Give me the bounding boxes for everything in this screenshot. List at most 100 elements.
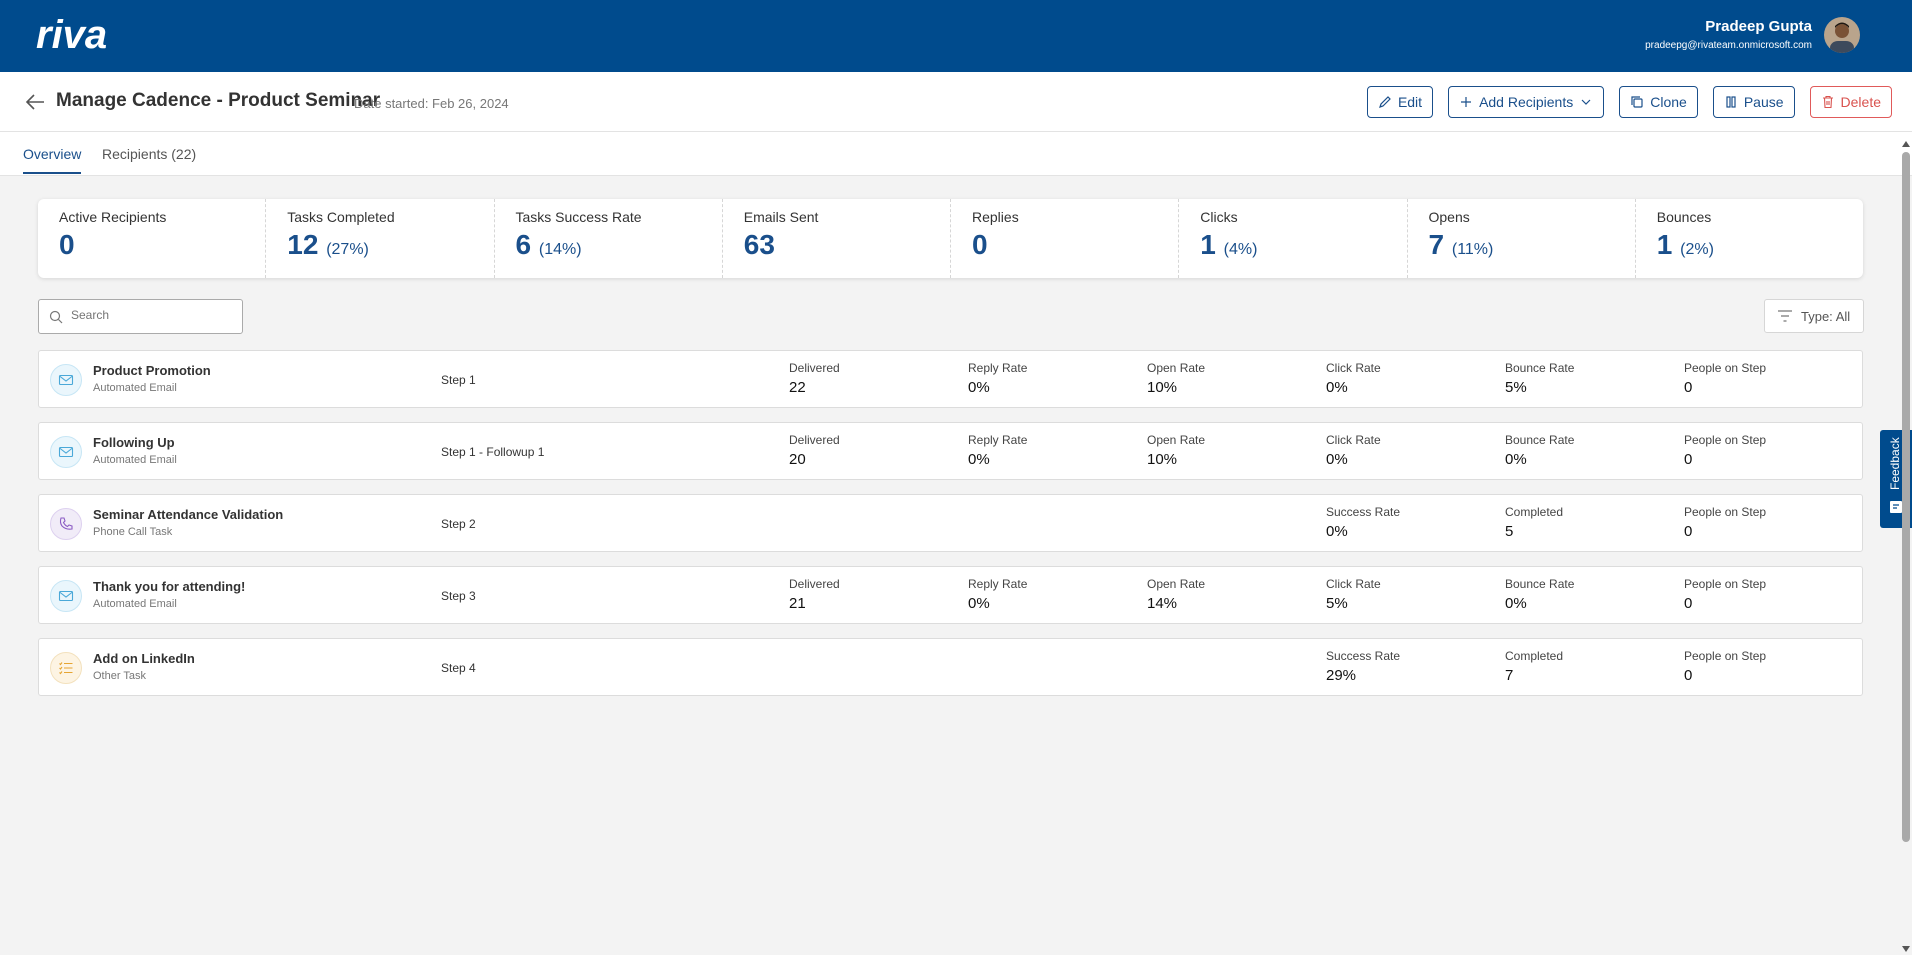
stat-value: 0 bbox=[59, 229, 75, 260]
step-row[interactable]: Seminar Attendance Validation Phone Call… bbox=[38, 494, 1863, 552]
stat-value: 0 bbox=[972, 229, 988, 260]
search-icon bbox=[49, 310, 63, 324]
page-title: Manage Cadence - Product Seminar bbox=[56, 90, 381, 111]
stat-bounces: Bounces 1 (2%) bbox=[1636, 199, 1863, 278]
copy-icon bbox=[1631, 96, 1643, 108]
stat-replies: Replies 0 bbox=[951, 199, 1180, 278]
step-type: Automated Email bbox=[93, 382, 177, 394]
metric-delivered: Delivered 21 bbox=[789, 577, 840, 612]
metric-bounce-rate: Bounce Rate 0% bbox=[1505, 433, 1575, 468]
metric-bounce-rate: Bounce Rate 5% bbox=[1505, 361, 1575, 396]
metric-people-on-step: People on Step 0 bbox=[1684, 361, 1767, 396]
metric-completed: Completed 5 bbox=[1505, 505, 1564, 540]
metric-people-on-step: People on Step 0 bbox=[1684, 505, 1767, 540]
back-arrow-icon[interactable] bbox=[24, 92, 46, 112]
step-number: Step 1 - Followup 1 bbox=[441, 445, 545, 459]
step-row[interactable]: Add on LinkedIn Other Task Step 4 Succes… bbox=[38, 638, 1863, 696]
scroll-down-arrow-icon[interactable] bbox=[1902, 946, 1910, 952]
type-filter-label: Type: All bbox=[1801, 308, 1851, 324]
page-header: Manage Cadence - Product Seminar Date st… bbox=[0, 72, 1912, 132]
stat-clicks: Clicks 1 (4%) bbox=[1179, 199, 1408, 278]
metric-click-rate: Click Rate 5% bbox=[1326, 577, 1381, 612]
step-name: Add on LinkedIn bbox=[93, 651, 195, 666]
stat-value: 6 (14%) bbox=[515, 229, 582, 260]
delete-button[interactable]: Delete bbox=[1809, 86, 1892, 118]
step-row[interactable]: Thank you for attending! Automated Email… bbox=[38, 566, 1863, 624]
step-number: Step 3 bbox=[441, 589, 476, 603]
step-row[interactable]: Product Promotion Automated Email Step 1… bbox=[38, 350, 1863, 408]
stat-value: 1 (2%) bbox=[1656, 229, 1714, 260]
tab-overview[interactable]: Overview bbox=[23, 146, 82, 174]
delete-label: Delete bbox=[1840, 94, 1881, 110]
metric-delivered: Delivered 20 bbox=[789, 433, 840, 468]
user-name: Pradeep Gupta bbox=[1705, 18, 1812, 35]
scrollbar[interactable] bbox=[1900, 138, 1912, 955]
stat-value: 63 bbox=[743, 229, 775, 260]
search-box bbox=[38, 299, 243, 334]
stat-label: Active Recipients bbox=[59, 209, 167, 225]
envelope-icon bbox=[50, 364, 82, 396]
add-recipients-button[interactable]: Add Recipients bbox=[1448, 86, 1605, 118]
user-info: Pradeep Gupta pradeepg@rivateam.onmicros… bbox=[1645, 18, 1812, 53]
stat-label: Replies bbox=[972, 209, 1019, 225]
stat-active-recipients: Active Recipients 0 bbox=[38, 199, 267, 278]
stat-value: 1 (4%) bbox=[1200, 229, 1258, 260]
scroll-up-arrow-icon[interactable] bbox=[1902, 141, 1910, 147]
riva-logo[interactable]: riva bbox=[36, 16, 140, 56]
metric-open-rate: Open Rate 14% bbox=[1147, 577, 1206, 612]
step-type: Other Task bbox=[93, 670, 146, 682]
search-input[interactable] bbox=[71, 308, 231, 322]
envelope-icon bbox=[50, 580, 82, 612]
pencil-icon bbox=[1378, 96, 1391, 108]
clone-button[interactable]: Clone bbox=[1619, 86, 1698, 118]
step-type: Automated Email bbox=[93, 454, 177, 466]
phone-icon bbox=[50, 508, 82, 540]
metric-open-rate: Open Rate 10% bbox=[1147, 361, 1206, 396]
metric-success-rate: Success Rate 29% bbox=[1326, 649, 1401, 684]
stat-label: Tasks Completed bbox=[287, 209, 395, 225]
feedback-icon bbox=[1890, 501, 1902, 513]
metric-reply-rate: Reply Rate 0% bbox=[968, 433, 1028, 468]
edit-label: Edit bbox=[1397, 94, 1423, 110]
svg-text:riva: riva bbox=[36, 16, 107, 56]
stat-label: Tasks Success Rate bbox=[515, 209, 642, 225]
stat-value: 7 (11%) bbox=[1428, 229, 1494, 260]
step-number: Step 4 bbox=[441, 661, 476, 675]
stat-label: Bounces bbox=[1656, 209, 1712, 225]
filter-icon bbox=[1778, 310, 1792, 322]
metric-click-rate: Click Rate 0% bbox=[1326, 361, 1381, 396]
avatar[interactable] bbox=[1824, 17, 1860, 53]
edit-button[interactable]: Edit bbox=[1366, 86, 1434, 118]
stat-label: Clicks bbox=[1200, 209, 1238, 225]
checklist-icon bbox=[50, 652, 82, 684]
pause-label: Pause bbox=[1743, 94, 1784, 110]
metric-people-on-step: People on Step 0 bbox=[1684, 649, 1767, 684]
step-name: Following Up bbox=[93, 435, 175, 450]
pause-icon bbox=[1726, 96, 1736, 108]
stat-emails-sent: Emails Sent 63 bbox=[723, 199, 951, 278]
step-row[interactable]: Following Up Automated Email Step 1 - Fo… bbox=[38, 422, 1863, 480]
envelope-icon bbox=[50, 436, 82, 468]
stat-tasks-success-rate: Tasks Success Rate 6 (14%) bbox=[495, 199, 723, 278]
metric-bounce-rate: Bounce Rate 0% bbox=[1505, 577, 1575, 612]
scroll-thumb[interactable] bbox=[1902, 152, 1910, 842]
stat-label: Emails Sent bbox=[743, 209, 819, 225]
header-actions: Edit Add Recipients Clone Pause Delete bbox=[1366, 86, 1892, 118]
metric-completed: Completed 7 bbox=[1505, 649, 1564, 684]
step-name: Thank you for attending! bbox=[93, 579, 246, 594]
step-type: Automated Email bbox=[93, 598, 177, 610]
plus-icon bbox=[1461, 97, 1472, 107]
pause-button[interactable]: Pause bbox=[1712, 86, 1795, 118]
top-bar: riva Pradeep Gupta pradeepg@rivateam.onm… bbox=[0, 0, 1912, 72]
add-recipients-label: Add Recipients bbox=[1479, 94, 1574, 110]
metric-delivered: Delivered 22 bbox=[789, 361, 840, 396]
stat-value: 12 (27%) bbox=[287, 229, 369, 260]
stat-opens: Opens 7 (11%) bbox=[1408, 199, 1636, 278]
user-email: pradeepg@rivateam.onmicrosoft.com bbox=[1645, 40, 1812, 51]
metric-people-on-step: People on Step 0 bbox=[1684, 577, 1767, 612]
steps-list: Product Promotion Automated Email Step 1… bbox=[38, 350, 1863, 710]
tab-recipients[interactable]: Recipients (22) bbox=[102, 146, 197, 162]
tab-bar: Overview Recipients (22) bbox=[0, 132, 1912, 176]
step-type: Phone Call Task bbox=[93, 526, 173, 538]
type-filter-button[interactable]: Type: All bbox=[1764, 299, 1864, 333]
